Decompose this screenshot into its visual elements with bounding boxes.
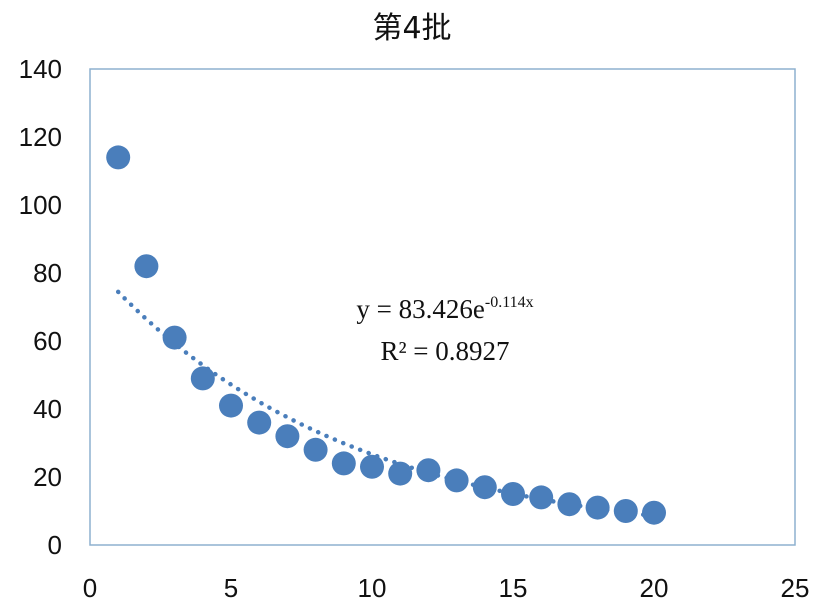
data-point: [416, 458, 441, 483]
x-axis-tick-labels: 0 5 10 15 20 25: [83, 573, 810, 603]
x-tick-label: 25: [781, 573, 810, 603]
y-tick-label: 140: [19, 54, 62, 84]
data-point: [162, 325, 187, 350]
data-point: [275, 424, 300, 449]
trendline-equation-main: y = 83.426e: [356, 294, 484, 324]
x-tick-label: 5: [224, 573, 238, 603]
data-point: [472, 475, 497, 500]
y-tick-label: 0: [48, 530, 62, 560]
plot-area-frame: [89, 68, 796, 546]
data-point: [360, 454, 384, 479]
y-tick-label: 20: [33, 462, 62, 492]
data-point: [219, 393, 243, 418]
chart-title: 第4批: [372, 11, 451, 46]
y-tick-label: 120: [19, 122, 62, 152]
trendline-equation-exponent: -0.114x: [485, 294, 534, 311]
y-tick-label: 40: [33, 394, 62, 424]
data-point: [529, 485, 554, 510]
data-point: [247, 410, 272, 435]
data-points-group: [106, 145, 666, 525]
data-point: [106, 145, 131, 170]
data-point: [585, 495, 610, 520]
y-tick-label: 100: [19, 190, 62, 220]
trendline-equation: y = 83.426e-0.114x: [356, 294, 533, 324]
data-point: [331, 451, 356, 476]
data-point: [557, 492, 582, 517]
y-tick-label: 60: [33, 326, 62, 356]
trendline-r-squared: R² = 0.8927: [380, 336, 509, 366]
data-point: [134, 254, 159, 279]
y-tick-label: 80: [33, 258, 62, 288]
data-point: [388, 461, 413, 486]
data-point: [190, 366, 215, 391]
data-point: [303, 437, 328, 462]
x-tick-label: 20: [640, 573, 669, 603]
trendline-group: [115, 289, 657, 519]
x-tick-label: 0: [83, 573, 97, 603]
data-point: [642, 500, 666, 525]
x-tick-label: 15: [499, 573, 528, 603]
data-point: [501, 482, 525, 506]
data-point: [613, 499, 638, 523]
trendline: [115, 289, 657, 519]
data-point: [444, 468, 469, 493]
x-tick-label: 10: [358, 573, 387, 603]
y-axis-tick-labels: 0 20 40 60 80 100 120 140: [19, 54, 62, 560]
